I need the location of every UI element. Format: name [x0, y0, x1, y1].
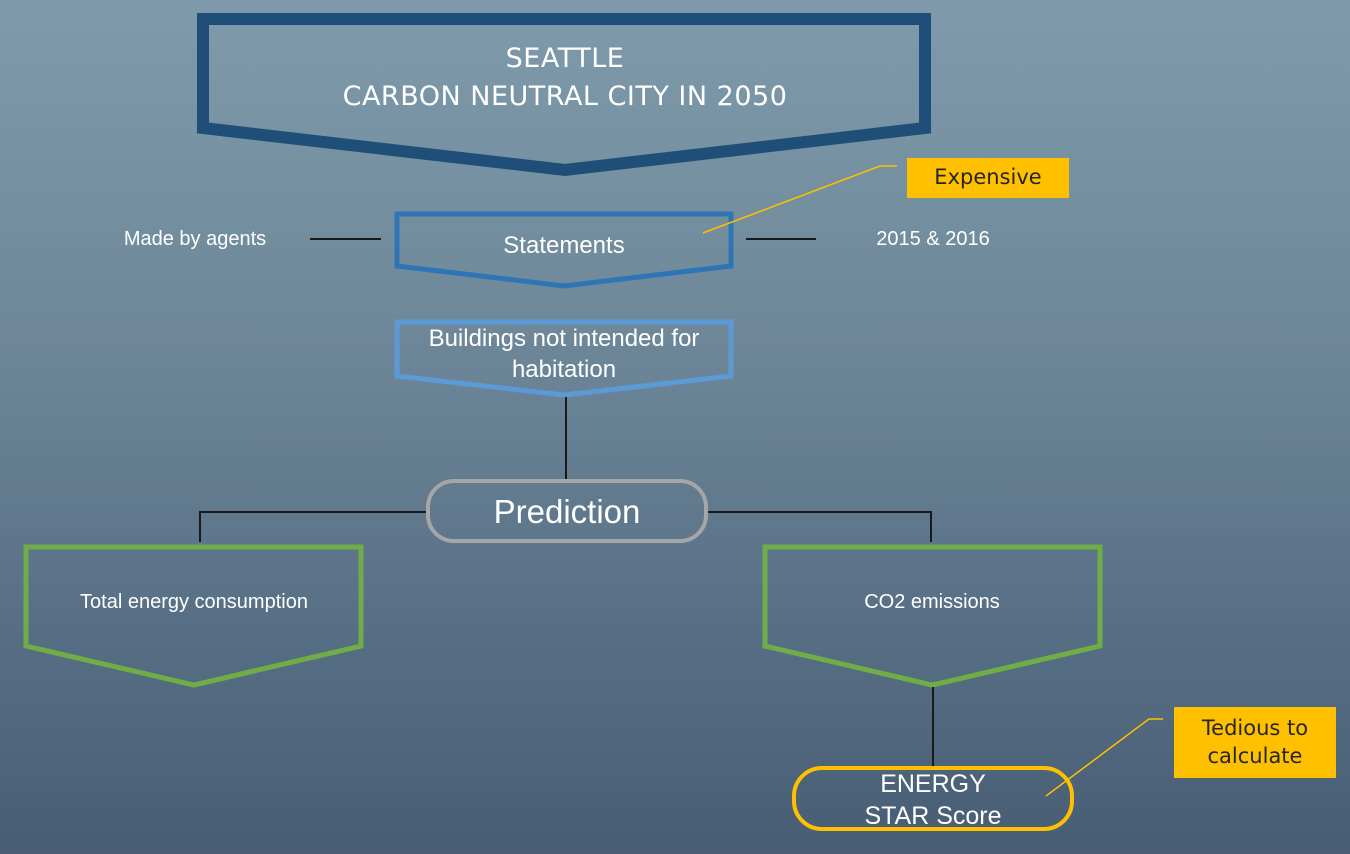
- callout-expensive-leader: [702, 165, 897, 234]
- filter-shape: [394, 319, 734, 398]
- target-right-shape: [762, 544, 1103, 688]
- energy-star-shape: [792, 766, 1074, 831]
- filter-label: Buildings not intended for habitation: [428, 324, 700, 383]
- energy-star-label: ENERGY STAR Score: [864, 769, 1002, 831]
- callout-tedious-leader: [1045, 718, 1163, 797]
- target-left-label: Total energy consumption: [80, 590, 308, 613]
- target-left-shape: [23, 544, 364, 688]
- statements-label: Statements: [503, 232, 625, 259]
- target-right-label: CO2 emissions: [864, 590, 1000, 613]
- callout-tedious: Tedious to calculate: [1174, 707, 1336, 778]
- diagram-title: SEATTLE CARBON NEUTRAL CITY IN 2050: [342, 43, 788, 112]
- prediction-label: Prediction: [493, 493, 641, 531]
- statements-right-note: 2015 & 2016: [876, 227, 990, 250]
- title-shape: [197, 13, 931, 177]
- prediction-shape: [426, 479, 708, 543]
- statements-shape: [394, 211, 734, 289]
- callout-expensive: Expensive: [907, 158, 1069, 198]
- statements-left-note: Made by agents: [123, 227, 267, 250]
- connector-prediction-right: [705, 511, 932, 542]
- connector-prediction-left: [199, 511, 428, 542]
